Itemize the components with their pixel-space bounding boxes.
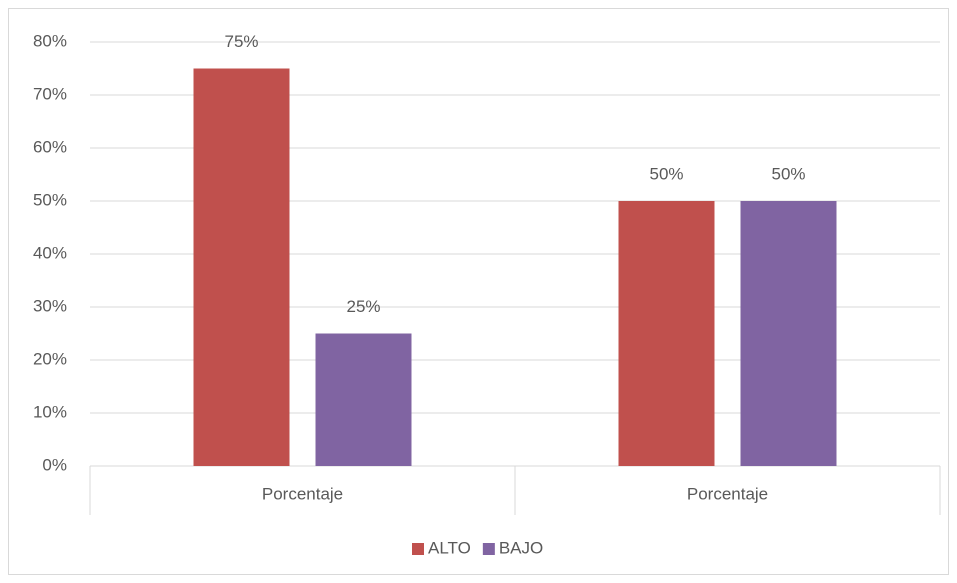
y-tick-label: 80%	[33, 31, 67, 50]
bar	[740, 201, 837, 466]
x-tick-label: Porcentaje	[687, 484, 768, 503]
x-tick-label: Porcentaje	[262, 484, 343, 503]
data-label: 75%	[224, 32, 258, 51]
y-tick-label: 10%	[33, 402, 67, 421]
y-tick-label: 40%	[33, 243, 67, 262]
y-tick-label: 30%	[33, 296, 67, 315]
legend-swatch	[412, 543, 424, 555]
legend-label: BAJO	[499, 538, 543, 557]
bar	[315, 333, 412, 466]
data-label: 50%	[649, 164, 683, 183]
legend-label: ALTO	[428, 538, 471, 557]
y-tick-label: 0%	[42, 455, 67, 474]
bar	[193, 68, 290, 466]
y-tick-label: 70%	[33, 84, 67, 103]
bar	[618, 201, 715, 466]
legend-swatch	[482, 543, 495, 555]
y-tick-label: 60%	[33, 137, 67, 156]
y-tick-label: 20%	[33, 349, 67, 368]
data-label: 50%	[771, 164, 805, 183]
y-tick-label: 50%	[33, 190, 67, 209]
data-label: 25%	[346, 297, 380, 316]
